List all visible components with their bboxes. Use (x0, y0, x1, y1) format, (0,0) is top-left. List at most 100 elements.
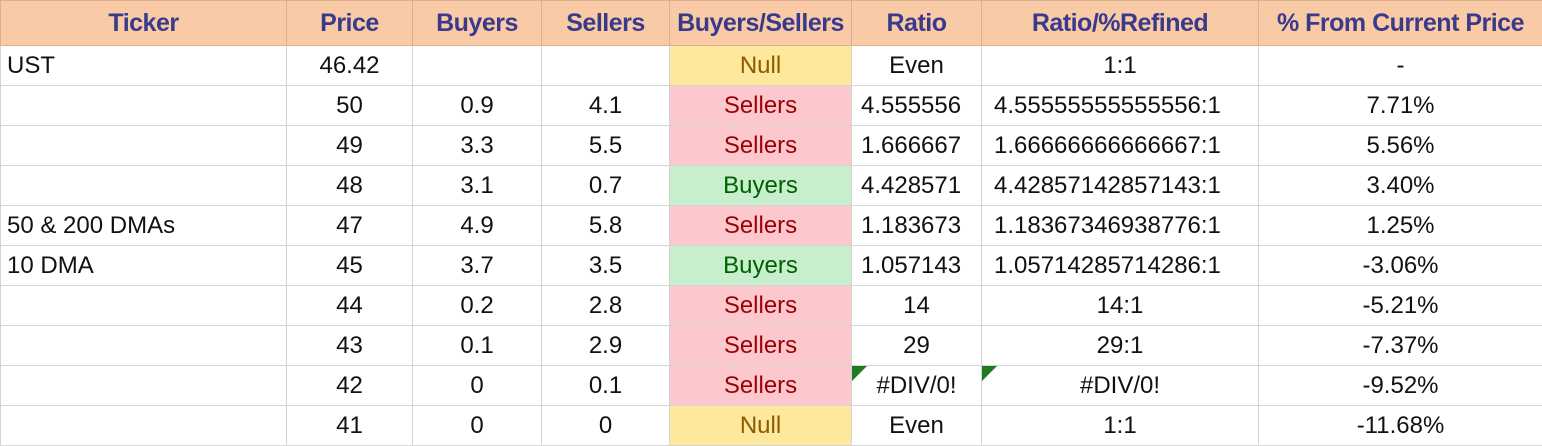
ratio-refined-cell[interactable]: 14:1 (982, 286, 1259, 326)
ratio-cell[interactable]: #DIV/0! (852, 366, 982, 406)
ratio-cell[interactable]: 4.428571 (852, 166, 982, 206)
pct-from-current-cell[interactable]: -9.52% (1259, 366, 1542, 406)
header-buyers-sellers[interactable]: Buyers/Sellers (670, 1, 852, 46)
pct-from-current-cell[interactable]: -3.06% (1259, 246, 1542, 286)
sellers-cell[interactable]: 2.9 (542, 326, 670, 366)
ticker-cell[interactable] (1, 166, 287, 206)
sellers-cell[interactable]: 5.8 (542, 206, 670, 246)
price-cell[interactable]: 48 (287, 166, 413, 206)
sellers-cell[interactable]: 4.1 (542, 86, 670, 126)
sellers-cell[interactable] (542, 46, 670, 86)
buyers-cell[interactable]: 4.9 (413, 206, 542, 246)
error-indicator-icon (982, 366, 997, 381)
header-ratio-refined[interactable]: Ratio/%Refined (982, 1, 1259, 46)
price-cell[interactable]: 44 (287, 286, 413, 326)
buyers-sellers-cell[interactable]: Sellers (670, 126, 852, 166)
pct-from-current-cell[interactable]: -11.68% (1259, 406, 1542, 446)
ticker-cell[interactable] (1, 326, 287, 366)
ratio-refined-cell[interactable]: 4.55555555555556:1 (982, 86, 1259, 126)
buyers-sellers-cell[interactable]: Sellers (670, 366, 852, 406)
buyers-sellers-cell[interactable]: Sellers (670, 326, 852, 366)
price-cell[interactable]: 43 (287, 326, 413, 366)
ratio-refined-cell[interactable]: 1.66666666666667:1 (982, 126, 1259, 166)
ticker-cell[interactable] (1, 126, 287, 166)
buyers-cell[interactable]: 3.3 (413, 126, 542, 166)
ratio-refined-cell[interactable]: 4.42857142857143:1 (982, 166, 1259, 206)
pct-from-current-cell[interactable]: -5.21% (1259, 286, 1542, 326)
buyers-sellers-cell[interactable]: Null (670, 406, 852, 446)
header-pct-from-current[interactable]: % From Current Price (1259, 1, 1542, 46)
ratio-refined-cell[interactable]: #DIV/0! (982, 366, 1259, 406)
buyers-cell[interactable]: 3.1 (413, 166, 542, 206)
header-buyers[interactable]: Buyers (413, 1, 542, 46)
buyers-sellers-cell[interactable]: Buyers (670, 166, 852, 206)
table-row: 44 0.2 2.8 Sellers 14 14:1 -5.21% (1, 286, 1542, 326)
ticker-cell[interactable] (1, 286, 287, 326)
buyers-cell[interactable]: 0.9 (413, 86, 542, 126)
pct-from-current-cell[interactable]: 7.71% (1259, 86, 1542, 126)
header-ratio[interactable]: Ratio (852, 1, 982, 46)
ticker-cell[interactable]: UST (1, 46, 287, 86)
buyers-cell[interactable]: 0 (413, 366, 542, 406)
ratio-cell[interactable]: 1.666667 (852, 126, 982, 166)
ticker-cell[interactable] (1, 86, 287, 126)
header-ticker[interactable]: Ticker (1, 1, 287, 46)
sellers-cell[interactable]: 5.5 (542, 126, 670, 166)
ratio-refined-cell[interactable]: 29:1 (982, 326, 1259, 366)
table-row: 48 3.1 0.7 Buyers 4.428571 4.42857142857… (1, 166, 1542, 206)
ratio-refined-cell[interactable]: 1:1 (982, 46, 1259, 86)
buyers-sellers-cell[interactable]: Null (670, 46, 852, 86)
ticker-cell[interactable] (1, 406, 287, 446)
ratio-cell[interactable]: 4.555556 (852, 86, 982, 126)
price-cell[interactable]: 47 (287, 206, 413, 246)
header-row: Ticker Price Buyers Sellers Buyers/Selle… (1, 1, 1542, 46)
sellers-cell[interactable]: 2.8 (542, 286, 670, 326)
sellers-cell[interactable]: 0 (542, 406, 670, 446)
pct-from-current-cell[interactable]: 5.56% (1259, 126, 1542, 166)
price-cell[interactable]: 41 (287, 406, 413, 446)
ratio-cell[interactable]: 29 (852, 326, 982, 366)
table-row: 49 3.3 5.5 Sellers 1.666667 1.6666666666… (1, 126, 1542, 166)
ratio-cell[interactable]: 1.057143 (852, 246, 982, 286)
pct-from-current-cell[interactable]: 1.25% (1259, 206, 1542, 246)
header-sellers[interactable]: Sellers (542, 1, 670, 46)
buyers-sellers-cell[interactable]: Sellers (670, 86, 852, 126)
pct-from-current-cell[interactable]: - (1259, 46, 1542, 86)
header-price[interactable]: Price (287, 1, 413, 46)
price-cell[interactable]: 50 (287, 86, 413, 126)
table-row: 50 & 200 DMAs 47 4.9 5.8 Sellers 1.18367… (1, 206, 1542, 246)
table-row: 43 0.1 2.9 Sellers 29 29:1 -7.37% (1, 326, 1542, 366)
buyers-sellers-cell[interactable]: Sellers (670, 206, 852, 246)
buyers-cell[interactable]: 0 (413, 406, 542, 446)
ratio-refined-cell[interactable]: 1.05714285714286:1 (982, 246, 1259, 286)
buyers-sellers-cell[interactable]: Sellers (670, 286, 852, 326)
price-cell[interactable]: 49 (287, 126, 413, 166)
ticker-cell[interactable] (1, 366, 287, 406)
table-row: 10 DMA 45 3.7 3.5 Buyers 1.057143 1.0571… (1, 246, 1542, 286)
buyers-cell[interactable]: 3.7 (413, 246, 542, 286)
sellers-cell[interactable]: 3.5 (542, 246, 670, 286)
ratio-cell[interactable]: 1.183673 (852, 206, 982, 246)
ratio-refined-cell[interactable]: 1.18367346938776:1 (982, 206, 1259, 246)
price-cell[interactable]: 46.42 (287, 46, 413, 86)
table-body: UST 46.42 Null Even 1:1 - 50 0.9 4.1 Sel… (1, 46, 1542, 446)
error-indicator-icon (852, 366, 867, 381)
price-cell[interactable]: 45 (287, 246, 413, 286)
ticker-cell[interactable]: 10 DMA (1, 246, 287, 286)
buyers-cell[interactable]: 0.1 (413, 326, 542, 366)
ticker-cell[interactable]: 50 & 200 DMAs (1, 206, 287, 246)
buyers-cell[interactable] (413, 46, 542, 86)
pct-from-current-cell[interactable]: 3.40% (1259, 166, 1542, 206)
pct-from-current-cell[interactable]: -7.37% (1259, 326, 1542, 366)
ratio-cell[interactable]: Even (852, 406, 982, 446)
ratio-cell[interactable]: Even (852, 46, 982, 86)
sellers-cell[interactable]: 0.7 (542, 166, 670, 206)
buyers-sellers-cell[interactable]: Buyers (670, 246, 852, 286)
table-row: 42 0 0.1 Sellers #DIV/0! #DIV/0! -9.52% (1, 366, 1542, 406)
ratio-cell[interactable]: 14 (852, 286, 982, 326)
sellers-cell[interactable]: 0.1 (542, 366, 670, 406)
buyers-cell[interactable]: 0.2 (413, 286, 542, 326)
price-cell[interactable]: 42 (287, 366, 413, 406)
ratio-refined-cell[interactable]: 1:1 (982, 406, 1259, 446)
table-row: 50 0.9 4.1 Sellers 4.555556 4.5555555555… (1, 86, 1542, 126)
